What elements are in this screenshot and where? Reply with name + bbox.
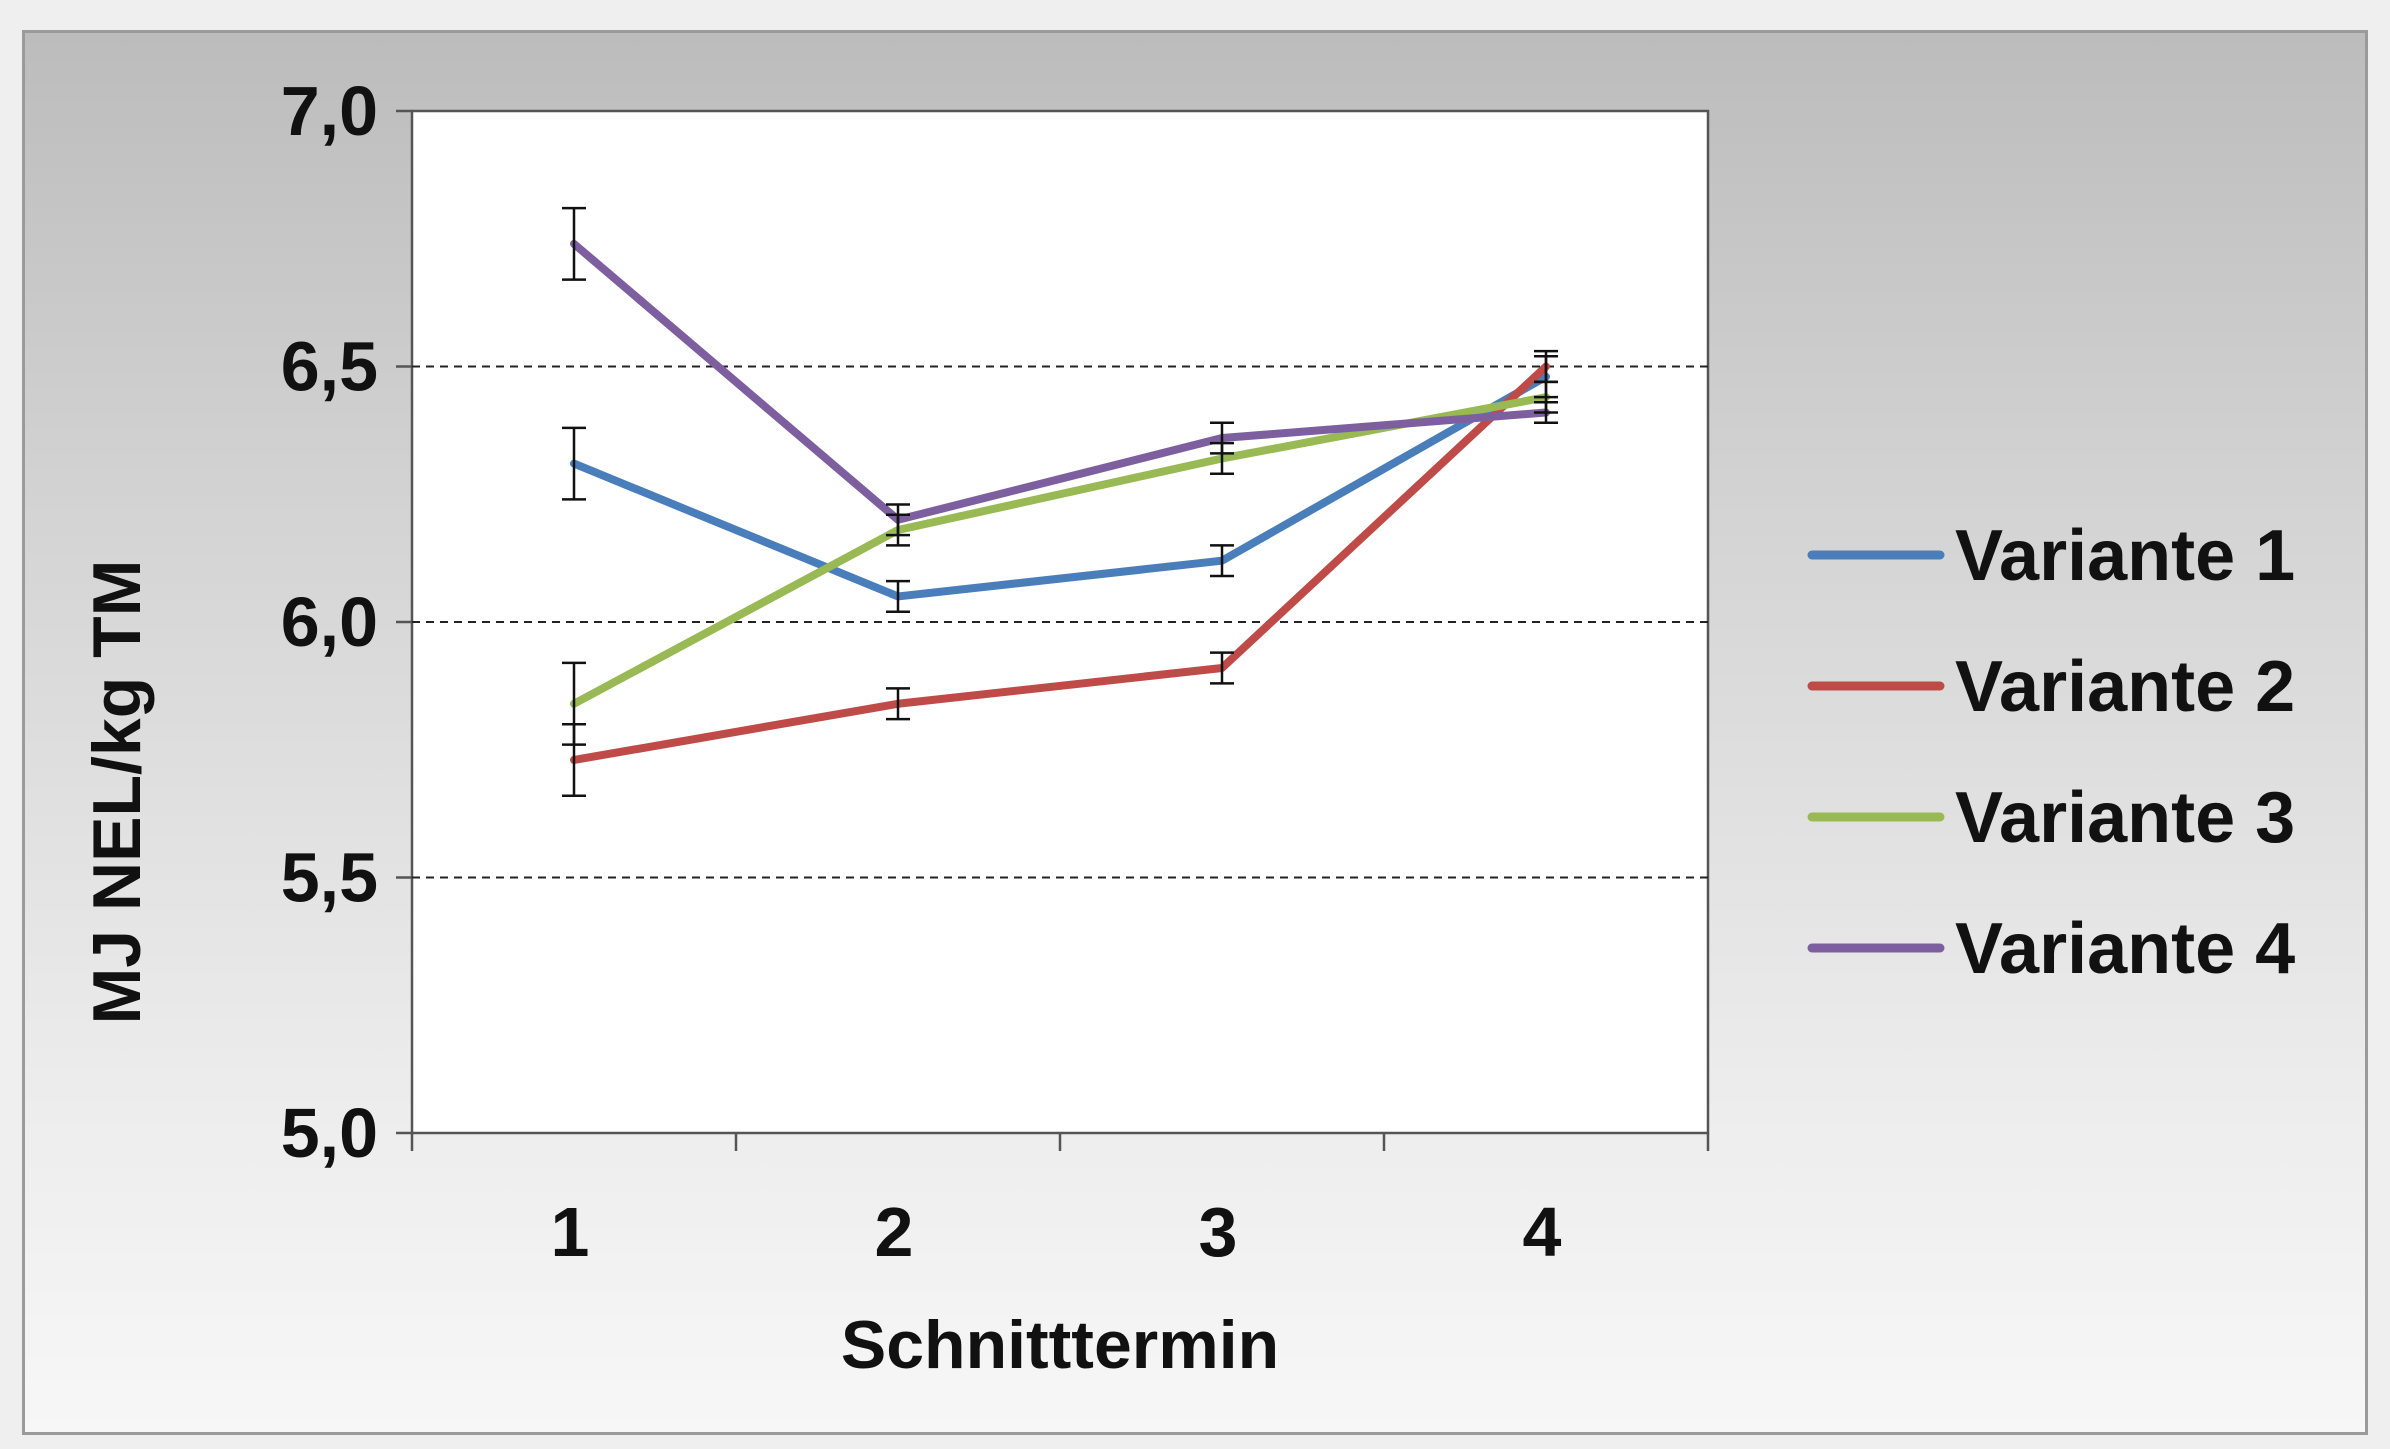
legend-label: Variante 1 <box>1955 516 2295 596</box>
error-bar <box>886 503 910 537</box>
legend: Variante 1 Variante 2 Variante 3 Variante 4 <box>1807 516 2295 989</box>
gridlines <box>412 365 1708 879</box>
error-bar <box>562 426 586 501</box>
legend-item: Variante 1 <box>1807 516 2295 596</box>
x-tick-labels: 1 2 3 4 <box>551 1193 1562 1271</box>
error-bar <box>1534 401 1558 424</box>
x-tick-label: 4 <box>1523 1193 1562 1271</box>
legend-label: Variante 3 <box>1955 778 2295 858</box>
axes <box>396 109 1710 1151</box>
x-tick-label: 2 <box>875 1193 914 1271</box>
y-tick-label: 6,5 <box>281 328 378 406</box>
series-line-1 <box>570 372 1550 601</box>
x-tick-label: 1 <box>551 1193 590 1271</box>
y-axis-title: MJ NEL/kg TM <box>79 560 155 1025</box>
y-tick-label: 7,0 <box>281 72 378 150</box>
legend-label: Variante 4 <box>1955 909 2295 989</box>
legend-item: Variante 4 <box>1807 909 2295 989</box>
y-tick-labels: 5,0 5,5 6,0 6,5 7,0 <box>281 72 378 1172</box>
error-bar <box>1210 651 1234 685</box>
series-line-2 <box>570 362 1550 764</box>
error-bar <box>886 579 910 614</box>
legend-item: Variante 2 <box>1807 647 2295 727</box>
y-tick-label: 6,0 <box>281 583 378 661</box>
y-tick-label: 5,5 <box>281 839 378 917</box>
error-bar <box>562 661 586 746</box>
y-tick-label: 5,0 <box>281 1094 378 1172</box>
series-line-4 <box>570 239 1550 524</box>
error-bar <box>1210 544 1234 578</box>
x-axis-title: Schnitttermin <box>841 1307 1279 1383</box>
error-bar <box>562 206 586 281</box>
error-bars <box>562 206 1558 797</box>
x-tick-label: 3 <box>1199 1193 1238 1271</box>
error-bar <box>886 687 910 721</box>
series-group <box>570 239 1550 764</box>
legend-item: Variante 3 <box>1807 778 2295 858</box>
error-bar <box>1210 421 1234 455</box>
legend-label: Variante 2 <box>1955 647 2295 727</box>
